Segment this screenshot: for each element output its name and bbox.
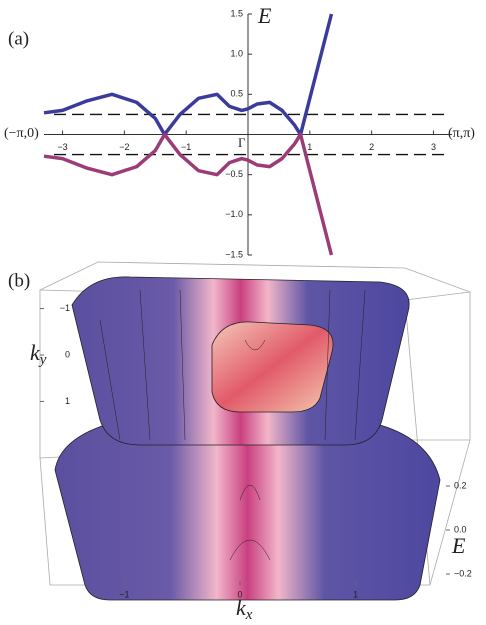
surface-inner [211,321,334,413]
left-label: (−π,0) [4,126,39,141]
z-axis-label: E [451,533,466,558]
x-tick-label: 1 [353,589,358,599]
symbol: k [236,595,247,620]
x-tick-label: −1 [181,142,191,152]
band-line [43,132,334,256]
y-axis-label: E [257,3,272,28]
x-tick-label: −2 [119,142,129,152]
y-tick-label: 0.5 [230,89,243,99]
center-label: Γ [238,135,246,150]
x-axis-label: kx [236,595,253,623]
x-tick-label: −1 [119,589,129,599]
y-axis-label: ky [30,340,47,368]
right-label: (π,π) [448,126,475,141]
panel-label: (b) [8,270,30,291]
y-tick-label: 0 [65,349,70,359]
y-tick-label: 1.5 [230,8,243,18]
x-tick-label: 2 [369,142,374,152]
y-tick-label: 1 [65,396,70,406]
x-tick-label: −3 [57,142,67,152]
symbol: k [30,340,41,365]
y-tick-label: −0.5 [225,169,243,179]
band-line [43,13,334,137]
panel-a: (a) E (−π,0) (π,π) Γ −1.5 −1.0 −0.5 0.5 1.0 1… [4,3,475,259]
panel-label: (a) [8,28,29,49]
surface-lower [54,424,441,601]
x-tick-label: 0 [237,589,242,599]
z-tick-label: −0.2 [454,568,472,578]
z-tick-label: 0.2 [454,480,467,490]
y-tick-label: −1.5 [225,249,243,259]
y-tick-label: 1.0 [230,49,243,59]
subscript: x [245,607,253,623]
subscript: y [38,352,47,368]
y-tick-label: −1.0 [225,209,243,219]
mesh [99,289,366,561]
x-tick-label: 1 [307,142,312,152]
z-tick-label: 0.0 [454,524,467,534]
y-tick-label: −1 [60,303,70,313]
x-tick-label: 3 [431,142,436,152]
